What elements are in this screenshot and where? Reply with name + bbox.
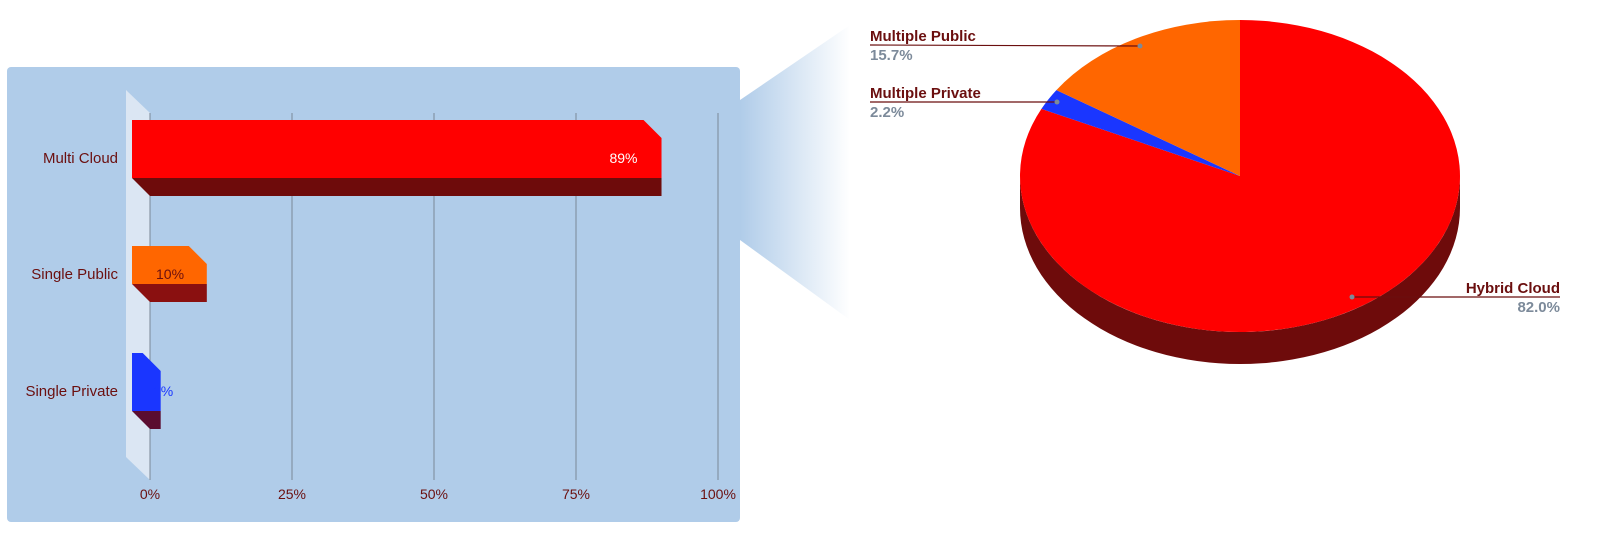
x-tick-label: 50% xyxy=(420,486,448,502)
leader-dot xyxy=(1137,43,1143,49)
connector-wedge xyxy=(740,25,850,320)
pie-slice xyxy=(1020,20,1461,333)
pie-slice-value: 82.0% xyxy=(1517,299,1560,316)
pie-slice-name: Multiple Private xyxy=(870,85,981,102)
bar xyxy=(132,120,662,178)
bar-chart: 0% 25% 50% 75% 100% Multi Cloud 89% Single Publ… xyxy=(7,67,740,522)
bar-shadow xyxy=(132,178,662,196)
category-label: Single Public xyxy=(31,266,118,283)
category-label: Multi Cloud xyxy=(43,150,118,167)
pie-slice-value: 15.7% xyxy=(870,47,913,64)
bar-data-label: 10% xyxy=(156,266,184,282)
pie-slice xyxy=(1056,19,1240,176)
pie-slice-name: Multiple Public xyxy=(870,28,976,45)
x-tick-label: 75% xyxy=(562,486,590,502)
bar-shadow xyxy=(132,284,207,302)
x-tick-label: 25% xyxy=(278,486,306,502)
pie-slice-name: Hybrid Cloud xyxy=(1466,280,1560,297)
pie-slice xyxy=(1041,90,1240,176)
x-tick-label: 0% xyxy=(140,486,160,502)
category-label: Single Private xyxy=(25,383,118,400)
bar xyxy=(132,353,161,411)
x-tick-label: 100% xyxy=(700,486,736,502)
explode-connector xyxy=(740,25,850,320)
bar xyxy=(132,246,207,284)
bar-data-label: 89% xyxy=(609,150,637,166)
bar-shadow xyxy=(132,411,161,429)
bar-data-label: 1% xyxy=(153,383,173,399)
pie-slice-value: 2.2% xyxy=(870,104,904,121)
pie-side xyxy=(1020,176,1460,364)
leader-dot xyxy=(1054,99,1060,105)
leader-line xyxy=(869,44,1141,47)
leader-dot xyxy=(1349,294,1355,300)
pie-chart: Hybrid Cloud 82.0% Multiple Public 15.7% Mul… xyxy=(869,19,1560,364)
